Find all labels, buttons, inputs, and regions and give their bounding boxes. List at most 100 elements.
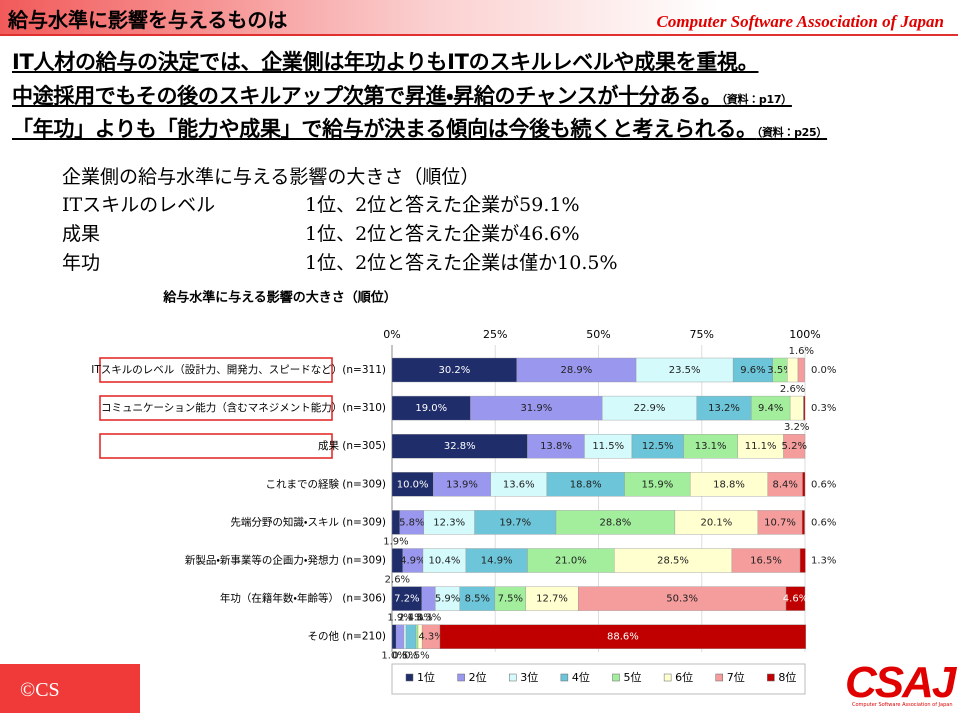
summary-title: 企業側の給与水準に与える影響の大きさ（順位） [62,166,480,188]
legend-swatch [715,673,723,682]
data-label: 1.6% [789,346,814,357]
summary-text: 1位、2位と答えた企業が59.1% [305,194,580,216]
bar-segment [689,472,769,497]
point-text: IT人材の給与の決定では、企業側は年功よりもITのスキルレベルや成果を重視。 [12,50,759,74]
data-label: 8.5% [465,594,490,605]
y-tick-label: その他 (n=210) [307,630,386,643]
bar-segment [757,510,803,535]
bar-segment [731,548,801,573]
legend-label: 4位 [572,671,590,684]
data-label: 19.7% [499,517,531,528]
data-label: 0.3% [811,403,836,414]
data-label: 13.6% [503,479,535,490]
y-tick-label: これまでの経験 (n=309) [265,477,386,490]
bar-segment [391,357,517,383]
data-label: 23.5% [669,365,701,376]
data-label: 11.5% [592,441,624,452]
data-label: 20.1% [701,517,733,528]
x-tick-label: 25% [483,328,507,341]
legend-swatch [509,673,517,682]
data-label: 28.9% [561,365,593,376]
data-label: 10.4% [429,556,461,567]
y-tick-label: 先端分野の知識・スキル (n=309) [230,515,386,528]
data-label: 3.5% [767,365,792,376]
data-label: 5.2% [782,441,807,452]
x-tick-label: 75% [690,328,714,341]
summary-label: 年功 [62,252,101,274]
data-label: 10.0% [397,479,429,490]
y-tick-label: ITスキルのレベル（設計力、開発力、スピードなど）(n=311) [91,363,386,376]
data-label: 12.5% [642,441,674,452]
header-bar: 給与水準に影響を与えるものは Computer Software Associa… [0,0,958,36]
bar-segment [578,586,787,611]
legend-label: 5位 [624,671,642,684]
data-label: 14.9% [481,556,513,567]
legend-box [391,663,806,695]
bar-segment [422,548,467,573]
bar-segment [683,434,738,459]
point: 「年功」よりも「能力や成果」で給与が決まる傾向は今後も続くと考えられる。（資料：… [12,113,827,143]
data-label: 1.0% [407,613,432,624]
bar-segment [789,395,804,421]
data-label: 21.0% [555,556,587,567]
bar-segment [391,472,434,497]
data-label: 13.8% [540,441,572,452]
data-label: 4.6% [783,594,808,605]
bar-segment [391,624,397,649]
y-tick-label: 年功（在籍年数・年齢等） (n=306) [220,592,386,605]
bar-segment [732,357,773,383]
bar-segment [403,624,407,649]
x-tick-label: 100% [789,328,820,341]
bar-segment [785,586,806,611]
legend-label: 7位 [727,671,745,684]
bar-segment [801,510,805,535]
bar-segment [459,586,496,611]
summary-label: 成果 [62,223,101,245]
x-tick-label: 50% [586,328,610,341]
highlight-box [99,357,333,383]
data-label: 9.4% [758,403,783,414]
data-label: 12.7% [536,594,568,605]
data-label: 1.9% [383,536,408,547]
bar-segment [696,395,752,421]
chart-title: 給与水準に与える影響の大きさ（順位） [162,290,397,306]
data-label: 12.3% [433,517,465,528]
bar-segment [391,434,528,459]
highlight-box [99,433,333,459]
data-label: 18.8% [713,479,745,490]
highlight-box [99,395,333,421]
bar-segment [799,548,806,573]
data-label: 1.3% [811,556,836,567]
bar-segment [439,624,807,649]
data-label: 7.2% [394,594,419,605]
summary-label: ITスキルのレベル [62,194,216,216]
legend-swatch [612,673,620,682]
bar-segment [391,395,471,421]
bar-segment [674,510,759,535]
data-label: 11.1% [745,441,777,452]
logo-caption: Computer Software Association of Japan [852,702,953,708]
data-label: 18.8% [570,479,602,490]
legend-swatch [560,673,569,682]
legend-label: 6位 [675,671,693,684]
bar-segment [803,395,806,421]
data-label: 16.5% [750,556,782,567]
data-label: 0.0% [811,365,836,376]
bar-segment [395,624,405,649]
bar-segment [421,586,436,611]
data-label: 0.5% [404,651,429,662]
logo: CSAJ [845,658,956,707]
bar-segment [516,357,637,383]
bar-segment [494,586,527,611]
data-label: 1.9% [387,613,412,624]
bar-segment [433,472,491,497]
x-tick-label: 0% [383,328,400,341]
data-label: 13.9% [446,479,478,490]
data-label: 19.0% [415,403,447,414]
data-label: 0.6% [811,517,836,528]
legend-swatch [767,673,775,682]
data-label: 88.6% [607,632,639,643]
point-note: （資料：p25） [756,126,828,139]
